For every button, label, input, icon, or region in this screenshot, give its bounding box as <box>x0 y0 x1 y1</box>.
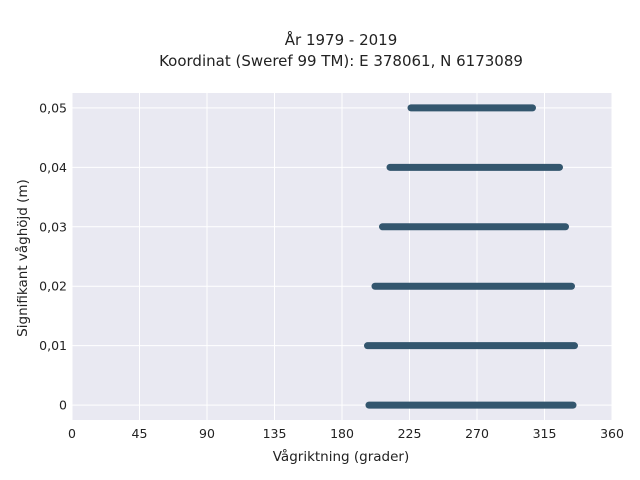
x-tick-label: 360 <box>600 426 624 441</box>
x-axis-ticks: 0 45 90 135 180 225 270 315 360 <box>68 426 624 441</box>
x-tick-label: 0 <box>68 426 76 441</box>
x-tick-label: 270 <box>465 426 489 441</box>
y-tick-label: 0,01 <box>39 338 67 353</box>
y-tick-label: 0,02 <box>39 279 67 294</box>
x-tick-label: 45 <box>132 426 148 441</box>
chart-subtitle: Koordinat (Sweref 99 TM): E 378061, N 61… <box>159 52 523 70</box>
y-tick-label: 0,03 <box>39 219 67 234</box>
y-tick-label: 0,05 <box>39 100 67 115</box>
y-axis-label: Signifikant våghöjd (m) <box>14 179 31 337</box>
y-tick-label: 0 <box>59 398 67 413</box>
x-tick-label: 135 <box>263 426 287 441</box>
x-tick-label: 90 <box>199 426 215 441</box>
y-axis-ticks: 0 0,01 0,02 0,03 0,04 0,05 <box>39 100 67 412</box>
chart-title: År 1979 - 2019 <box>285 30 398 49</box>
x-tick-label: 180 <box>330 426 354 441</box>
data-points <box>364 104 578 409</box>
y-tick-label: 0,04 <box>39 160 67 175</box>
x-tick-label: 315 <box>533 426 557 441</box>
x-tick-label: 225 <box>398 426 422 441</box>
x-axis-label: Vågriktning (grader) <box>273 448 410 465</box>
